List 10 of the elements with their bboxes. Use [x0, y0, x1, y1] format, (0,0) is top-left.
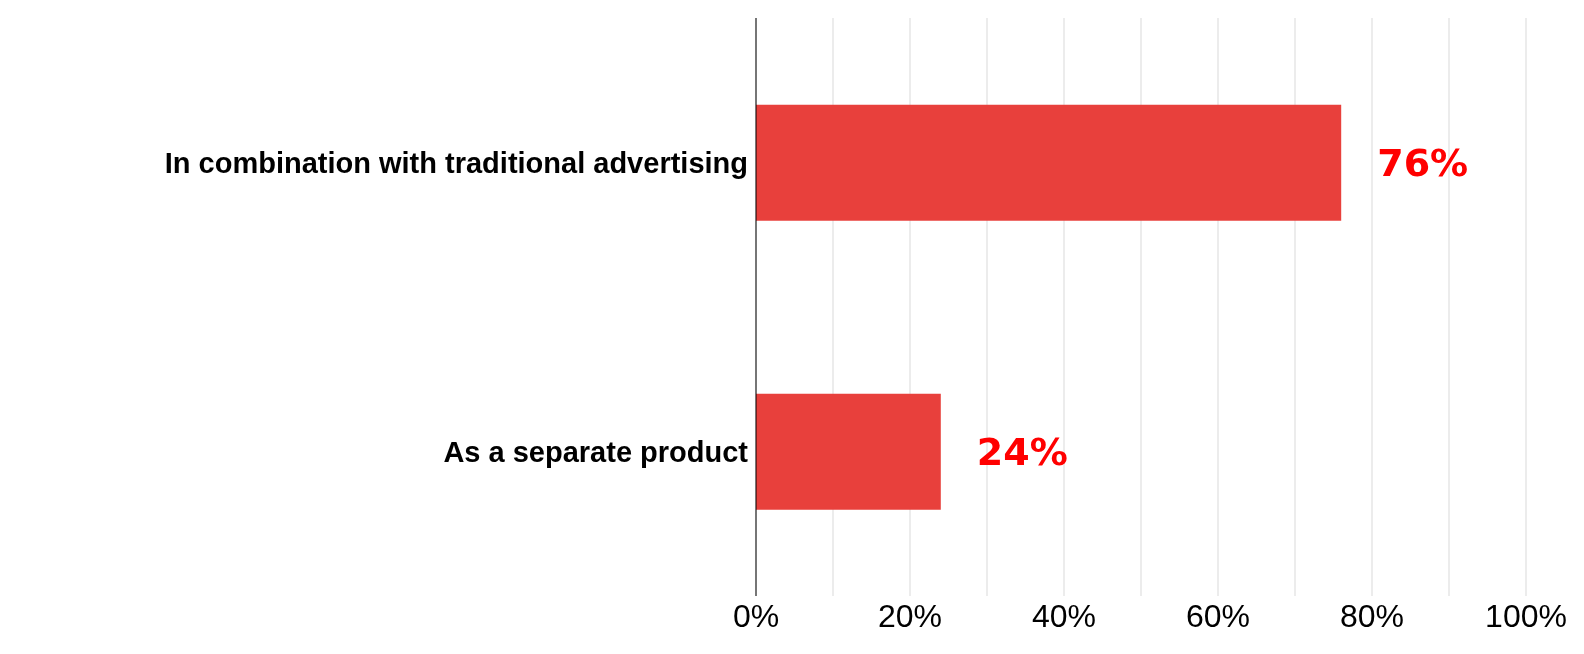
x-tick-label: 40%: [1031, 597, 1097, 634]
x-tick-label: 20%: [877, 597, 943, 634]
y-tick-label: As a separate product: [443, 435, 749, 468]
x-tick-label: 80%: [1339, 597, 1405, 634]
y-tick-label: In combination with traditional advertising: [164, 146, 748, 179]
data-label: 24%: [976, 430, 1068, 475]
data-label: 76%: [1377, 141, 1469, 186]
x-tick-label: 0%: [732, 597, 780, 634]
x-tick-label: 60%: [1185, 597, 1251, 634]
x-tick-label: 100%: [1485, 597, 1567, 634]
